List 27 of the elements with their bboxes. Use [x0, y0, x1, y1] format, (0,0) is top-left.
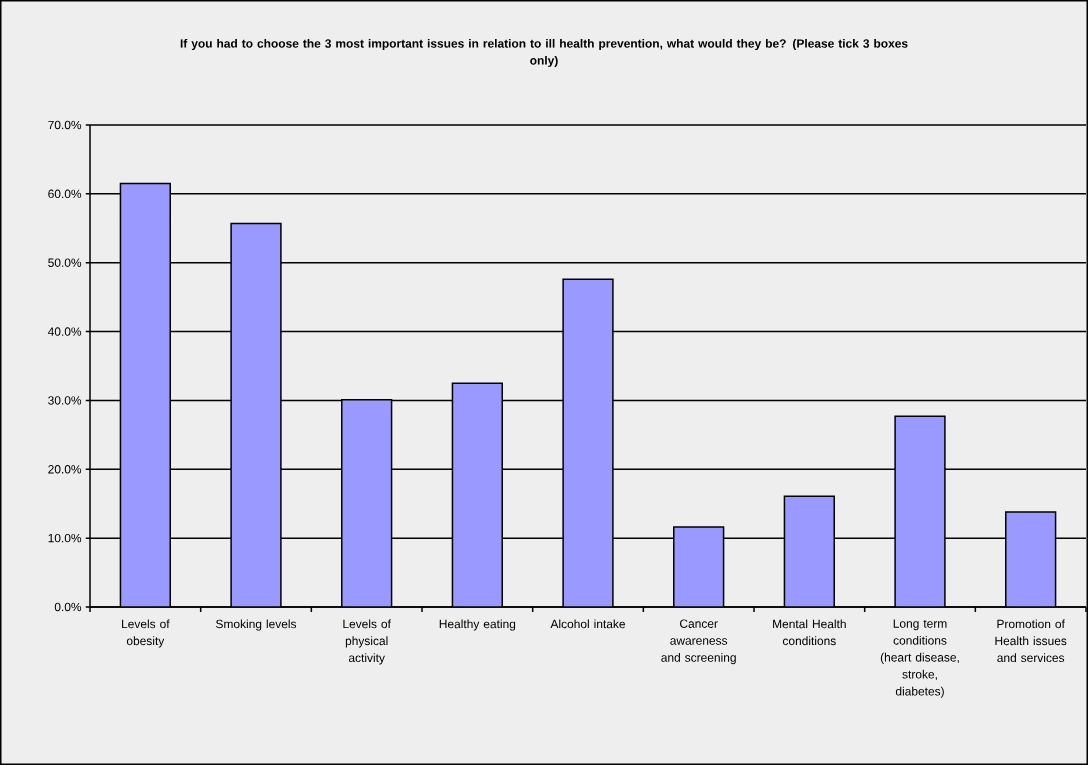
bar: [341, 398, 393, 607]
x-tick-label: Cancer awareness and screening: [661, 619, 736, 665]
y-tick-label: 60.0%: [48, 189, 82, 199]
bar: [894, 415, 946, 607]
bar: [562, 278, 614, 607]
x-tick-label: Levels of physical activity: [343, 619, 391, 665]
bar: [230, 222, 282, 607]
y-tick-label: 20.0%: [48, 465, 82, 474]
y-tick-label: 40.0%: [47, 327, 82, 336]
y-tick-label: 50.0%: [48, 258, 82, 267]
bar: [783, 495, 835, 607]
chart-title: If you had to choose the 3 most important issues in relation to ill health prevention, what would they be? (Please tick 3 boxes only): [180, 38, 908, 68]
y-tick-label: 70.0%: [48, 120, 82, 130]
bar: [1005, 511, 1057, 607]
x-tick-label: Alcohol intake: [550, 619, 625, 629]
y-tick-label: 10.0%: [48, 533, 82, 543]
bar: [451, 382, 503, 607]
x-tick-label: Levels of obesity: [122, 619, 170, 648]
bar: [673, 526, 725, 607]
x-tick-label: Promotion of Health issues and services: [995, 619, 1067, 663]
x-tick-label: Mental Health conditions: [773, 619, 846, 646]
y-tick-label: 30.0%: [48, 396, 82, 405]
bar: [119, 182, 171, 607]
x-tick-label: Smoking levels: [216, 619, 297, 631]
x-tick-label: Long term conditions (heart disease, stroke, diabetes): [880, 619, 959, 698]
y-tick-label: 0.0%: [54, 602, 82, 612]
x-tick-label: Healthy eating: [439, 619, 516, 631]
